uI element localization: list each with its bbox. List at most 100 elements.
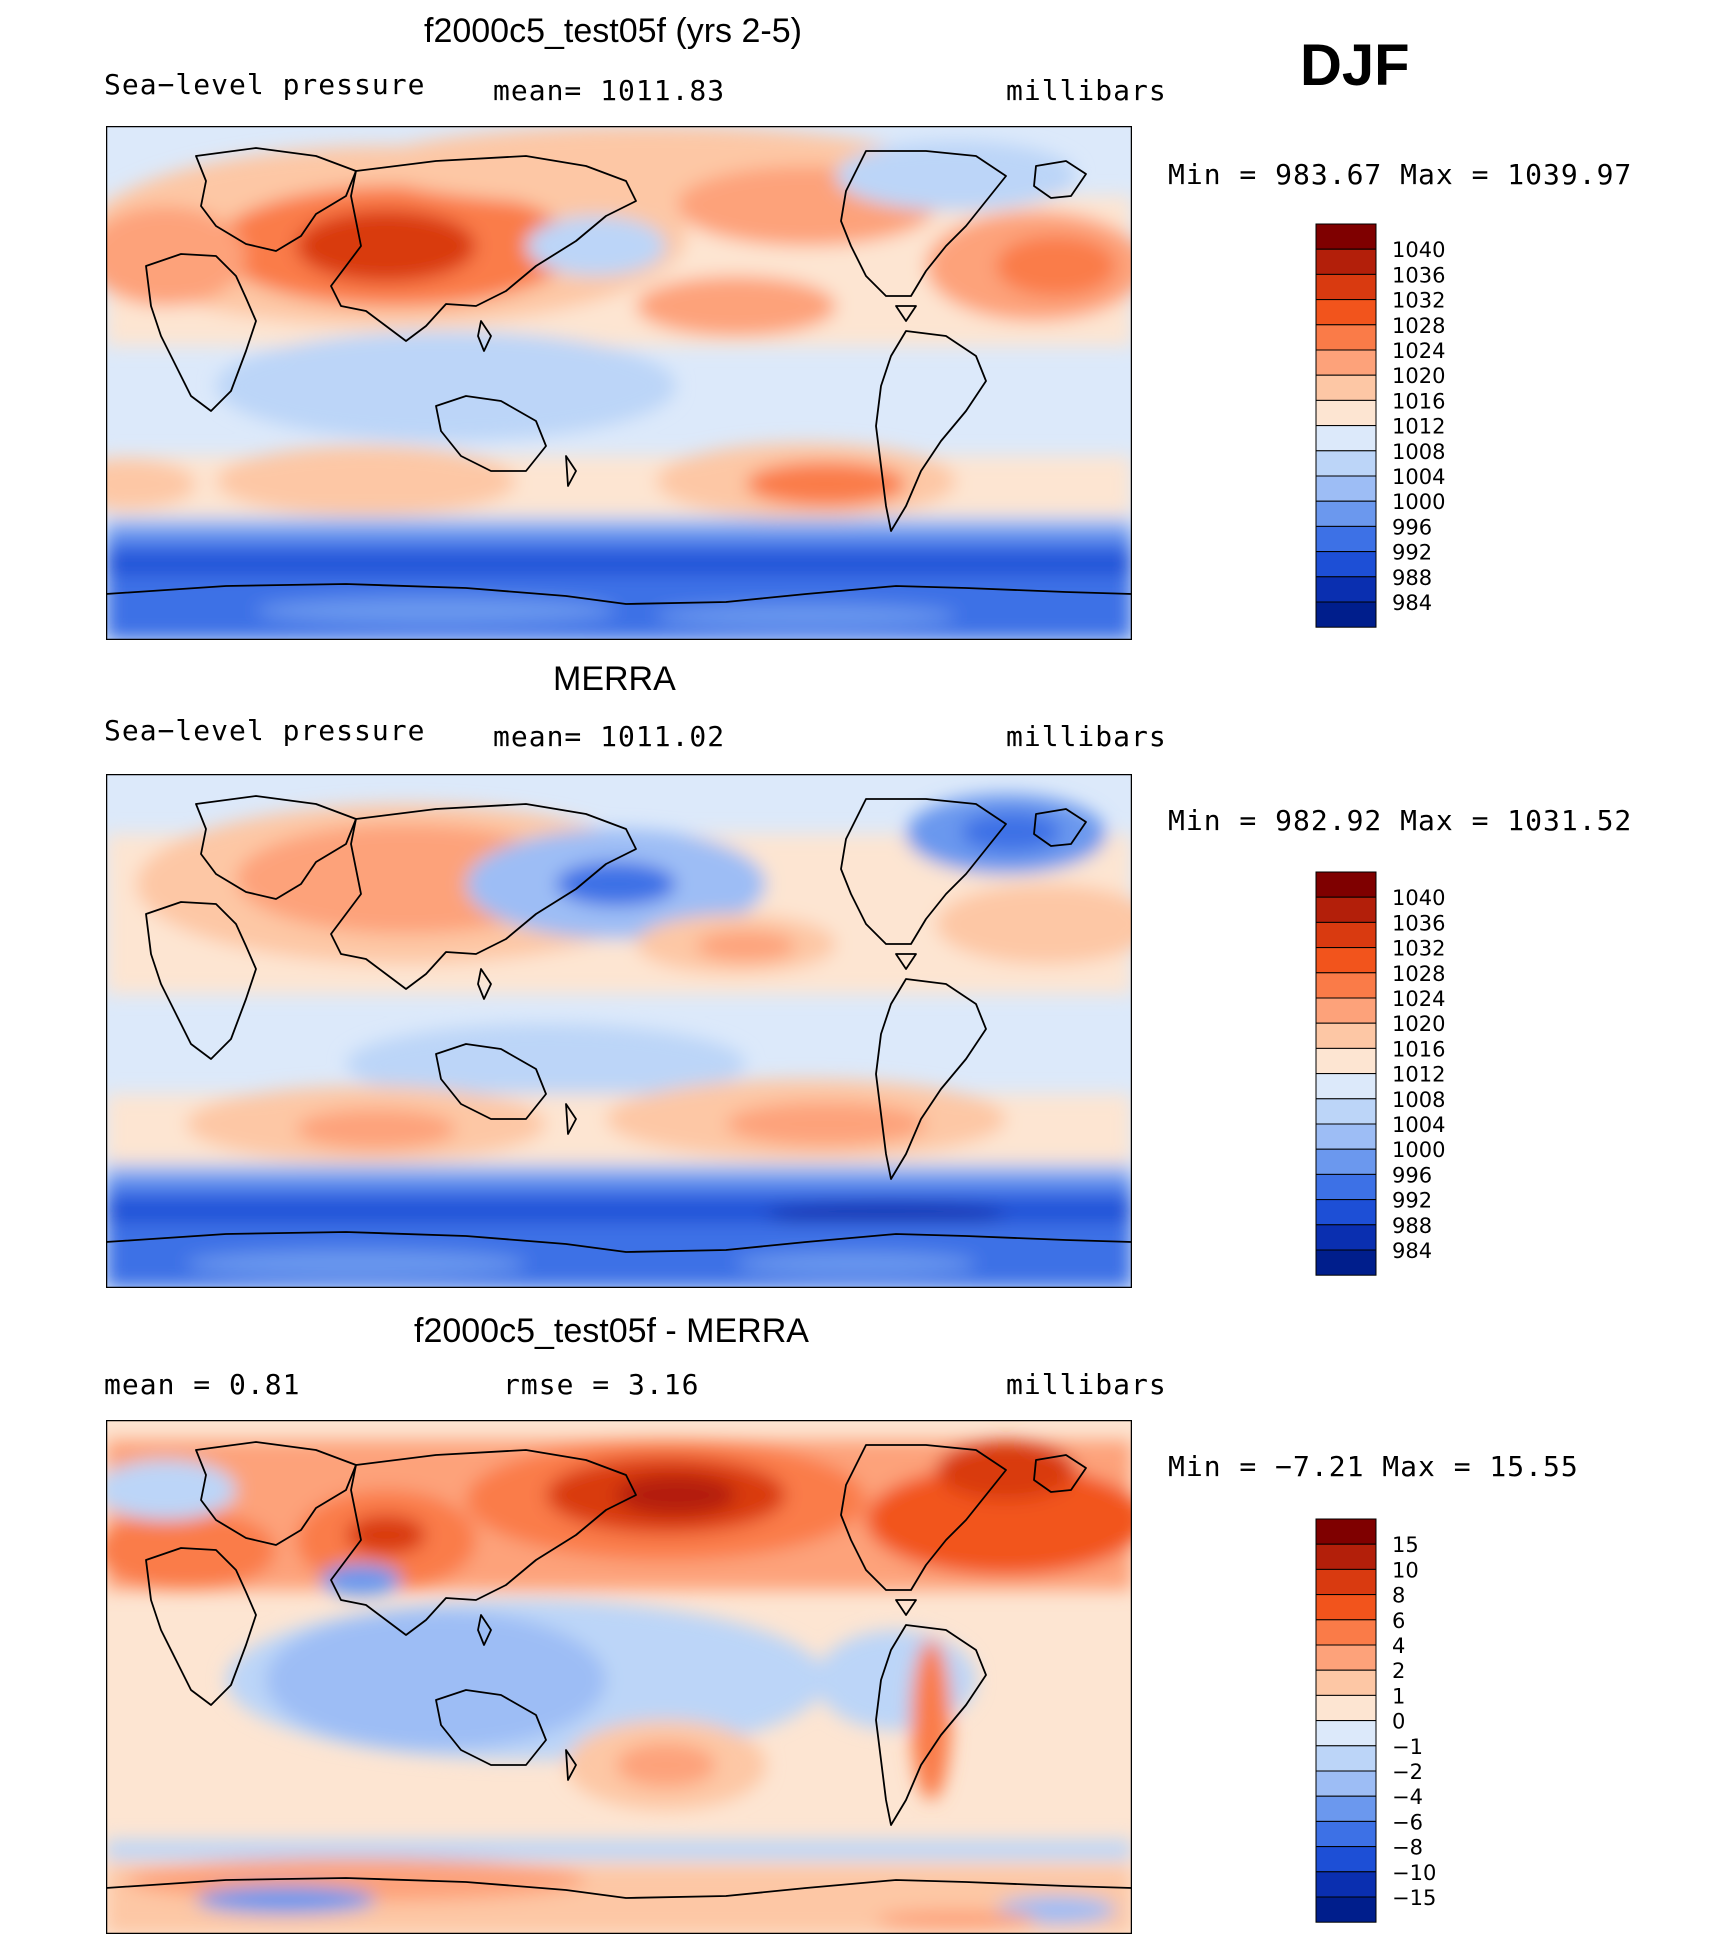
colorbar-swatch	[1315, 1518, 1377, 1545]
colorbar-swatch	[1315, 1594, 1377, 1621]
panel-2-colorbar: 1040103610321028102410201016101210081004…	[1315, 871, 1445, 1276]
colorbar-tick-label: 15	[1392, 1533, 1419, 1557]
field-band	[106, 1174, 1132, 1186]
field-blob	[736, 1252, 976, 1276]
colorbar-tick-label: 1028	[1392, 314, 1445, 338]
colorbar-tick-label: 10	[1392, 1558, 1419, 1582]
panel-1-variable-label: Sea−level pressure	[104, 68, 426, 101]
colorbar-tick-label: 988	[1392, 1214, 1432, 1238]
map-frame	[106, 1420, 1132, 1934]
colorbar-swatch	[1315, 551, 1377, 578]
colorbar-swatch	[1315, 324, 1377, 351]
colorbar-tick-label: −4	[1392, 1785, 1423, 1809]
colorbar-swatch	[1315, 1224, 1377, 1251]
colorbar-tick-label: 1016	[1392, 1037, 1445, 1061]
colorbar-tick-label: 4	[1392, 1634, 1405, 1658]
field-blob	[616, 1743, 716, 1787]
colorbar-tick-label: 1008	[1392, 1088, 1445, 1112]
field-blob	[556, 862, 676, 906]
colorbar-swatch	[1315, 1795, 1377, 1822]
colorbar-tick-label: −2	[1392, 1760, 1423, 1784]
map-frame	[106, 774, 1132, 1288]
colorbar-tick-label: 1	[1392, 1684, 1405, 1708]
coastline	[840, 150, 1007, 297]
coastline	[1033, 1454, 1087, 1493]
field-blob	[106, 459, 196, 509]
field-blob	[216, 446, 516, 516]
colorbar-swatch	[1315, 1669, 1377, 1696]
colorbar-swatch	[1315, 1148, 1377, 1175]
panel-3-units-label: millibars	[1006, 1368, 1167, 1401]
panel-1-units-label: millibars	[1006, 74, 1167, 107]
colorbar-swatch	[1315, 223, 1377, 250]
colorbar-tick-label: 996	[1392, 1163, 1432, 1187]
field-blob	[321, 1564, 401, 1596]
field-blob	[256, 597, 616, 625]
colorbar-swatch	[1315, 1896, 1377, 1923]
field-blob	[106, 1460, 236, 1520]
colorbar-swatch	[1315, 399, 1377, 427]
colorbar-swatch	[1315, 1047, 1377, 1075]
colorbar-swatch	[1315, 1871, 1377, 1898]
panel-3-title: f2000c5_test05f - MERRA	[414, 1312, 809, 1350]
panel-2-title: MERRA	[553, 660, 676, 698]
colorbar-swatch	[1315, 1770, 1377, 1797]
field-blob	[911, 1640, 951, 1800]
colorbar-swatch	[1315, 248, 1377, 275]
field-band	[106, 1186, 1132, 1200]
field-blob	[936, 884, 1132, 964]
colorbar-swatch	[1315, 1199, 1377, 1226]
field-blob	[836, 141, 1076, 211]
colorbar-tick-label: 1004	[1392, 1113, 1445, 1137]
coastline	[330, 1449, 637, 1636]
colorbar-tick-label: 996	[1392, 515, 1432, 539]
colorbar-tick-label: 1004	[1392, 465, 1445, 489]
panel-3-minmax: Min = −7.21 Max = 15.55	[1168, 1450, 1579, 1483]
coastline	[477, 1614, 492, 1646]
colorbar-swatch	[1315, 1543, 1377, 1570]
coastline	[435, 1043, 547, 1120]
colorbar-swatch	[1315, 525, 1377, 553]
colorbar-swatch	[1315, 921, 1377, 949]
field-blob	[296, 1109, 456, 1149]
panel-1-minmax: Min = 983.67 Max = 1039.97	[1168, 158, 1633, 191]
panel-3-rmse-label: rmse = 3.16	[503, 1368, 700, 1401]
colorbar-tick-label: 984	[1392, 1239, 1432, 1263]
colorbar-tick-label: 1040	[1392, 238, 1445, 262]
field-blob	[266, 1610, 606, 1750]
colorbar-swatch	[1315, 500, 1377, 527]
coastline	[875, 978, 987, 1180]
colorbar-tick-label: 1032	[1392, 937, 1445, 961]
coastline	[1033, 160, 1087, 199]
field-band	[106, 1164, 1132, 1174]
colorbar-swatch	[1315, 450, 1377, 477]
colorbar-swatch	[1315, 1745, 1377, 1772]
colorbar-swatch	[1315, 1720, 1377, 1747]
coastline	[195, 1441, 357, 1546]
coastline	[840, 1444, 1007, 1591]
field-blob	[961, 812, 1061, 852]
colorbar-swatch	[1315, 299, 1377, 326]
coastline	[895, 953, 917, 970]
coastline	[1033, 808, 1087, 847]
colorbar-swatch	[1315, 273, 1377, 301]
colorbar-swatch	[1315, 1820, 1377, 1848]
colorbar-tick-label: −10	[1392, 1861, 1436, 1885]
panel-1-map	[106, 126, 1132, 640]
colorbar-tick-label: 0	[1392, 1710, 1405, 1734]
colorbar-tick-label: 6	[1392, 1609, 1405, 1633]
coastline	[106, 583, 1132, 605]
colorbar-tick-label: 992	[1392, 541, 1432, 565]
colorbar-tick-label: 2	[1392, 1659, 1405, 1683]
coastline	[565, 455, 577, 487]
colorbar-swatch	[1315, 896, 1377, 923]
colorbar-tick-label: −15	[1392, 1886, 1436, 1910]
coastline	[895, 1599, 917, 1616]
field-blob	[656, 604, 956, 628]
field-band	[106, 574, 1132, 640]
colorbar-swatch	[1315, 576, 1377, 603]
field-blob	[696, 931, 796, 961]
colorbar-swatch	[1315, 947, 1377, 974]
field-blob	[876, 1910, 1036, 1930]
